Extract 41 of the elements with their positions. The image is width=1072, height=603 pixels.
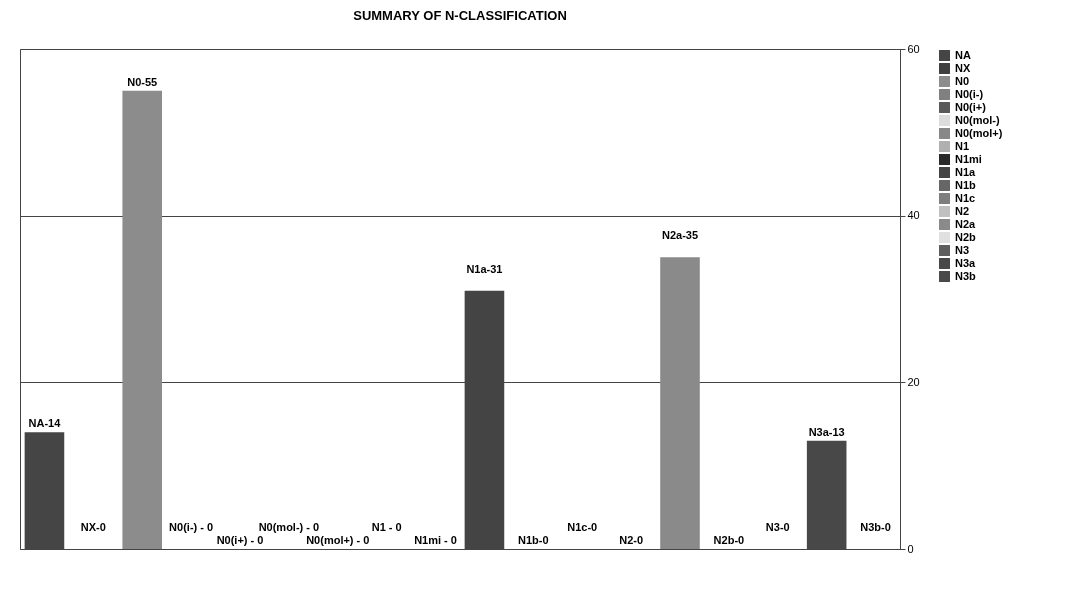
legend-label: N1mi	[955, 152, 982, 165]
legend-label: N2	[955, 204, 970, 217]
legend-label: N2a	[955, 217, 977, 230]
data-label: N0(i+) - 0	[216, 534, 264, 546]
chart-title: SUMMARY OF N-CLASSIFICATION	[353, 8, 567, 23]
data-label: N1c-0	[567, 521, 598, 533]
data-label: NX-0	[80, 521, 106, 533]
legend-label: N0(mol+)	[955, 126, 1003, 139]
legend-label: N2b	[955, 230, 977, 243]
data-label: N2b-0	[713, 534, 745, 546]
legend-label: NA	[955, 48, 971, 61]
legend-label: N0(i+)	[955, 100, 987, 113]
legend-label: N3a	[955, 256, 977, 269]
data-label: N0(mol+) - 0	[306, 534, 370, 546]
legend-label: N0(i-)	[955, 87, 984, 100]
y-tick-label: 40	[907, 209, 920, 222]
legend-label: N3	[955, 243, 970, 256]
legend-label: N1a	[955, 165, 977, 178]
y-tick-label: 0	[907, 542, 914, 555]
legend-label: NX	[955, 61, 971, 74]
legend-label: N0	[955, 74, 970, 87]
data-label: NA-14	[28, 417, 62, 430]
data-label: N1b-0	[518, 534, 549, 546]
data-label: N2a-35	[661, 229, 699, 242]
data-label: N3b-0	[860, 521, 891, 533]
y-tick-label: 20	[907, 375, 920, 388]
data-label: N1a-31	[466, 262, 503, 275]
data-label: N0(i-) - 0	[169, 521, 214, 533]
legend-label: N1b	[955, 178, 977, 191]
data-label: N3-0	[765, 521, 790, 533]
legend-label: N0(mol-)	[955, 113, 1000, 126]
data-label: N0-55	[127, 75, 158, 88]
data-label: N1 - 0	[371, 521, 402, 533]
legend-label: N3b	[955, 269, 977, 282]
data-label: N0(mol-) - 0	[258, 521, 320, 533]
legend-label: N1c	[955, 191, 976, 204]
data-label: N3a-13	[808, 425, 845, 438]
y-tick-label: 60	[907, 42, 920, 55]
data-label: N2-0	[619, 534, 644, 546]
legend-label: N1	[955, 139, 970, 152]
data-label: N1mi - 0	[414, 534, 457, 546]
